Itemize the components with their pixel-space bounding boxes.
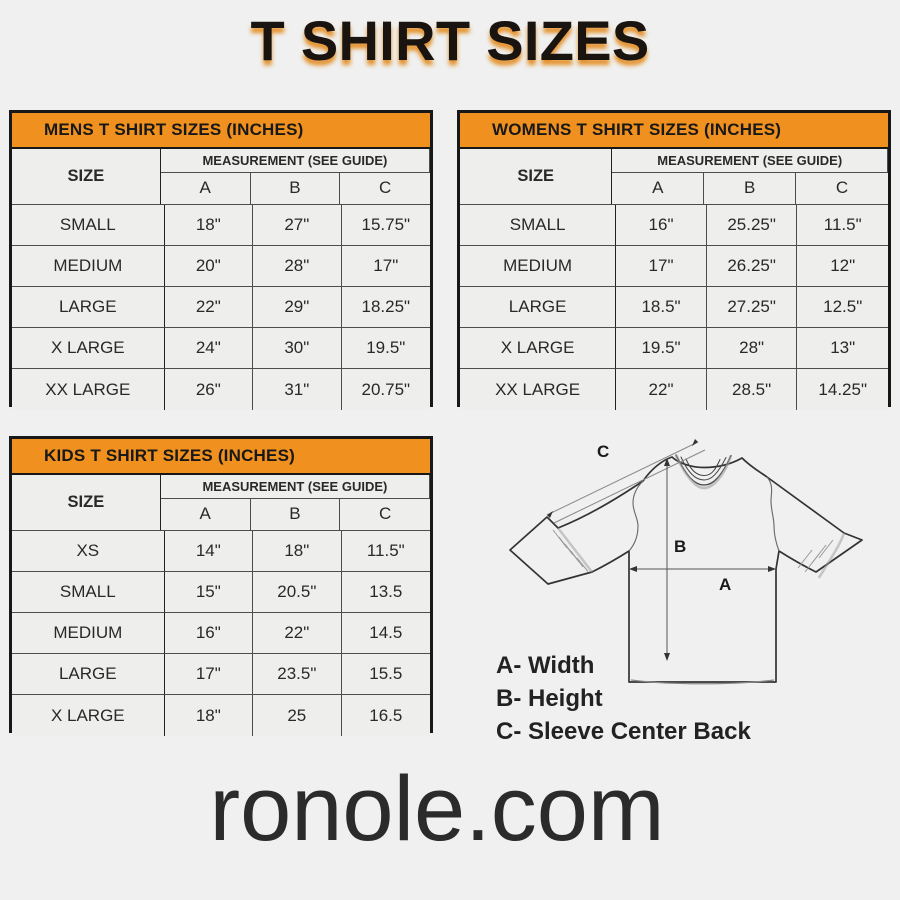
svg-text:C: C	[597, 442, 609, 461]
svg-text:A: A	[719, 575, 731, 594]
svg-text:B: B	[674, 537, 686, 556]
